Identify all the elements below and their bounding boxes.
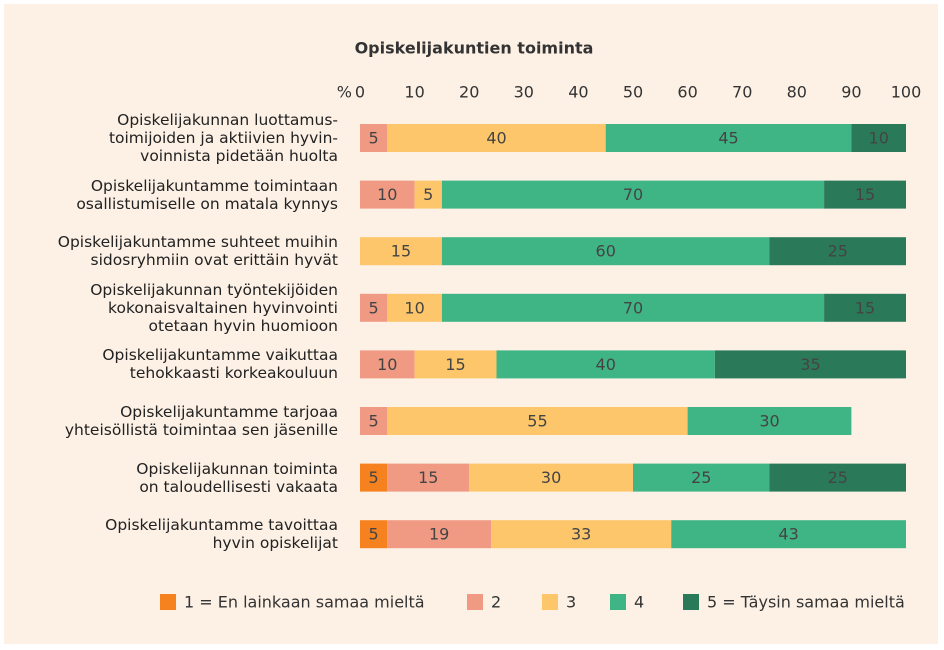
data-label: 25 <box>828 468 848 487</box>
category-label: Opiskelijakuntamme toimintaan osallistum… <box>76 176 338 213</box>
legend-swatch <box>160 594 176 610</box>
bar-segment <box>605 124 852 152</box>
category-label: Opiskelijakuntamme suhteet muihin sidosr… <box>57 233 338 270</box>
bar-segment <box>441 180 825 209</box>
data-label: 70 <box>623 185 643 204</box>
bar-segment <box>360 350 415 379</box>
data-label: 25 <box>828 242 848 261</box>
bar-segment <box>769 237 906 266</box>
x-tick-label: 0 <box>355 83 365 102</box>
data-label: 60 <box>596 242 616 261</box>
bar-segment <box>360 237 442 266</box>
bar-segment <box>687 407 852 435</box>
bar-segment <box>360 124 388 152</box>
category-label: Opiskelijakuntamme tarjoaa yhteisöllistä… <box>64 403 338 439</box>
category-label: Opiskelijakuntamme tavoittaa hyvin opisk… <box>105 516 338 553</box>
data-label: 5 <box>423 185 433 204</box>
data-label: 10 <box>869 129 889 148</box>
bar-segment <box>387 520 492 549</box>
data-label: 33 <box>571 525 591 544</box>
bar-segment <box>469 463 633 492</box>
category-label: Opiskelijakuntamme vaikuttaa tehokkaasti… <box>102 346 338 383</box>
bar-segment <box>360 463 388 492</box>
legend-label: 3 <box>566 593 576 612</box>
data-label: 5 <box>369 468 379 487</box>
data-label: 5 <box>369 129 379 148</box>
category-label: Opiskelijakunnan työntekijöiden kokonais… <box>90 280 338 335</box>
legend-swatch <box>542 594 558 610</box>
category-label: Opiskelijakunnan toiminta on taloudellis… <box>136 459 338 496</box>
data-label: 15 <box>445 355 465 374</box>
bar-segment <box>414 350 497 379</box>
data-label: 15 <box>391 242 411 261</box>
axis-unit: % <box>337 83 352 102</box>
data-label: 10 <box>377 185 397 204</box>
bar-segment <box>824 293 906 322</box>
legend-swatch <box>610 594 626 610</box>
legend-label: 5 = Täysin samaa mieltä <box>707 593 905 612</box>
data-label: 55 <box>527 412 547 431</box>
bar-segment <box>387 293 442 322</box>
legend-swatch <box>467 594 483 610</box>
data-label: 10 <box>404 298 424 317</box>
data-label: 40 <box>486 129 506 148</box>
data-label: 45 <box>718 129 738 148</box>
bar-segment <box>633 463 770 492</box>
data-label: 30 <box>759 412 779 431</box>
x-tick-label: 50 <box>623 83 643 102</box>
x-tick-label: 70 <box>732 83 752 102</box>
legend-label: 2 <box>491 593 501 612</box>
data-label: 70 <box>623 298 643 317</box>
x-tick-label: 10 <box>404 83 424 102</box>
bar-segment <box>360 520 388 549</box>
x-tick-label: 100 <box>891 83 922 102</box>
data-label: 15 <box>418 468 438 487</box>
data-label: 5 <box>369 412 379 431</box>
bar-segment <box>387 124 606 152</box>
bar-segment <box>491 520 672 549</box>
data-label: 43 <box>778 525 798 544</box>
legend-label: 4 <box>634 593 644 612</box>
data-label: 25 <box>691 468 711 487</box>
legend-swatch <box>683 594 699 610</box>
bar-segment <box>360 407 388 435</box>
bar-segment <box>441 293 825 322</box>
data-label: 15 <box>855 298 875 317</box>
x-tick-label: 80 <box>787 83 807 102</box>
category-label: Opiskelijakunnan luottamus- toimijoiden … <box>108 111 338 165</box>
bar-segment <box>360 293 388 322</box>
bar-segment <box>360 180 415 209</box>
x-tick-label: 90 <box>841 83 861 102</box>
bar-segment <box>387 463 470 492</box>
bar-segment <box>851 124 906 152</box>
data-label: 35 <box>800 355 820 374</box>
bar-segment <box>387 407 688 435</box>
chart-title: Opiskelijakuntien toiminta <box>355 39 594 58</box>
x-tick-label: 60 <box>677 83 697 102</box>
bar-segment <box>769 463 906 492</box>
data-label: 5 <box>369 525 379 544</box>
x-tick-label: 40 <box>568 83 588 102</box>
data-label: 10 <box>377 355 397 374</box>
bar-segment <box>496 350 715 379</box>
data-label: 5 <box>369 298 379 317</box>
data-label: 40 <box>596 355 616 374</box>
data-label: 19 <box>429 525 449 544</box>
x-tick-label: 30 <box>514 83 534 102</box>
bar-segment <box>714 350 906 379</box>
bar-segment <box>824 180 906 209</box>
data-label: 15 <box>855 185 875 204</box>
bar-segment <box>441 237 770 266</box>
bar-segment <box>671 520 906 549</box>
data-label: 30 <box>541 468 561 487</box>
x-tick-label: 20 <box>459 83 479 102</box>
bar-segment <box>414 180 442 209</box>
legend-label: 1 = En lainkaan samaa mieltä <box>184 593 425 612</box>
